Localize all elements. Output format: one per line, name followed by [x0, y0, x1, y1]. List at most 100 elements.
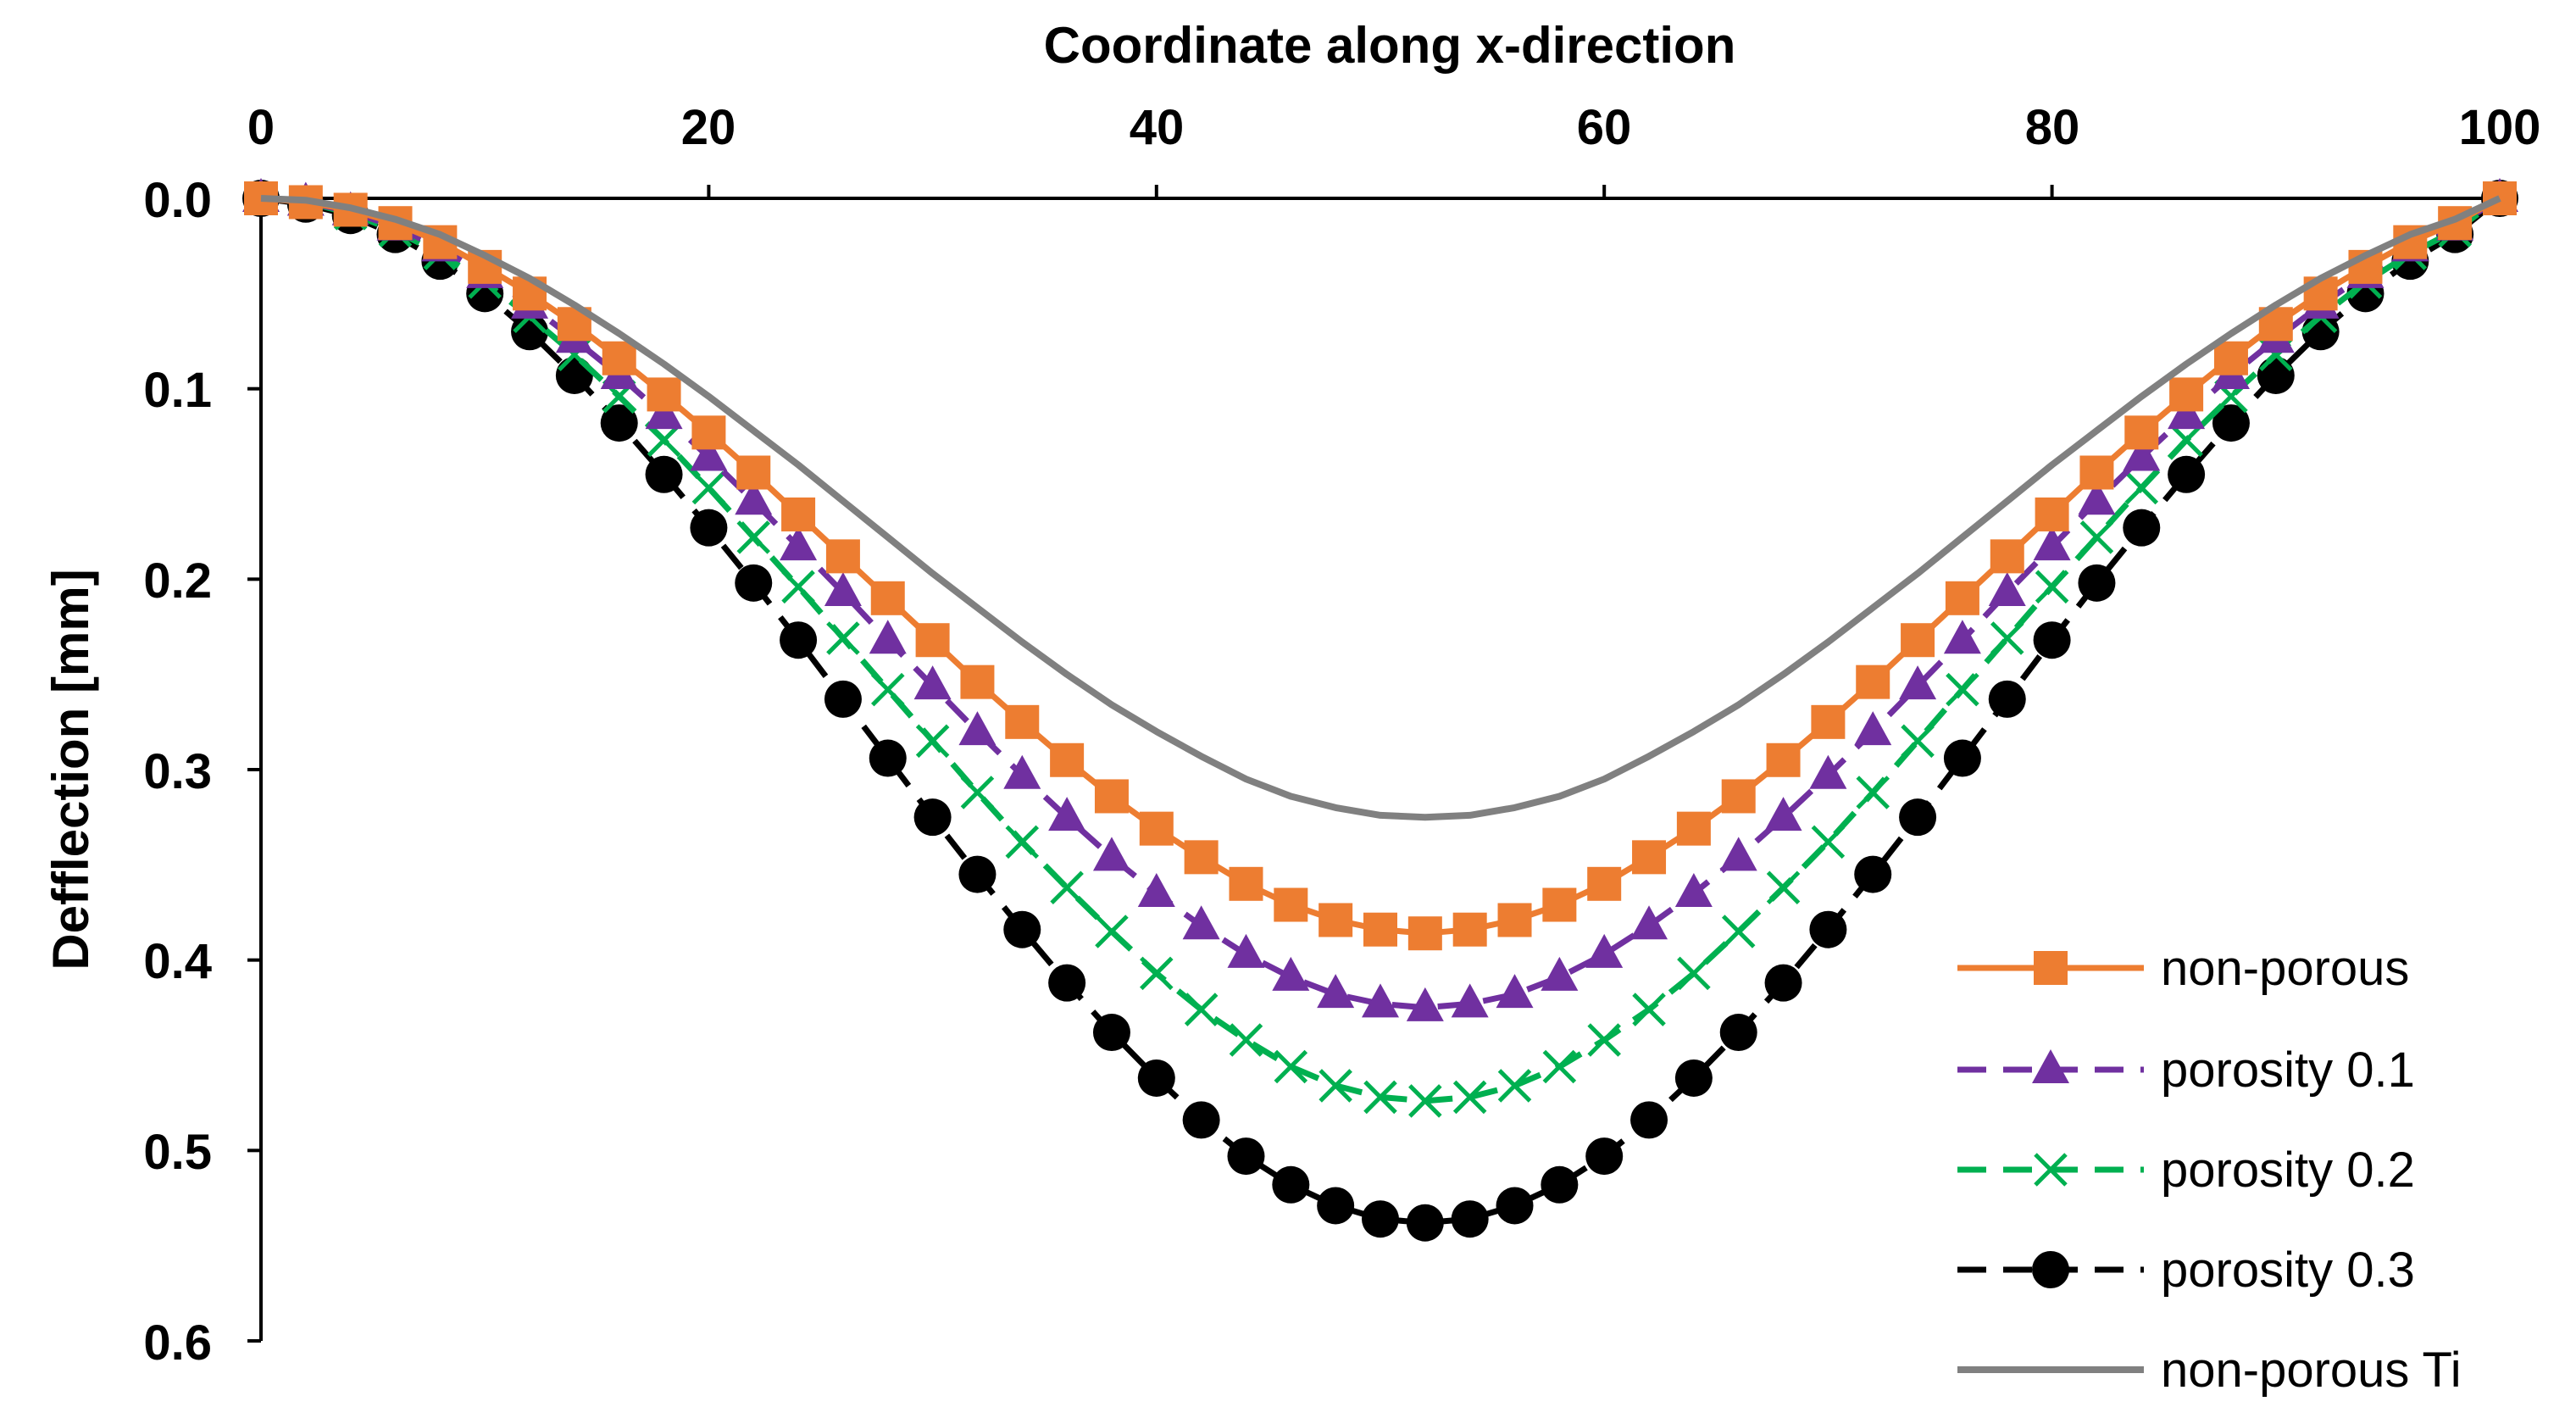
x-tick-marks: [259, 185, 2501, 198]
data-point: [602, 341, 636, 375]
data-point: [1319, 1069, 1352, 1103]
x-marker-stroke: [915, 724, 950, 759]
data-point: [1362, 1200, 1399, 1238]
x-marker-stroke: [1677, 956, 1711, 991]
data-point: [1585, 933, 1624, 968]
data-point: [2078, 481, 2116, 515]
data-point: [2035, 497, 2069, 531]
legend-item-non-porous-ti: non-porous Ti: [1957, 1343, 2462, 1398]
x-marker-stroke: [1497, 1069, 1532, 1103]
data-point: [691, 415, 726, 450]
data-point: [1988, 572, 2026, 607]
series-porosity-0-1: [242, 178, 2518, 1021]
legend-label: non-porous: [2161, 941, 2409, 996]
x-tick-label: 80: [2025, 100, 2080, 155]
x-marker-stroke: [1901, 724, 1935, 759]
data-point: [1005, 825, 1040, 859]
data-point: [736, 520, 771, 554]
data-point: [1764, 797, 1802, 831]
data-point: [915, 724, 950, 759]
data-point: [1541, 1165, 1579, 1204]
data-point: [2257, 356, 2295, 394]
series-layer: [242, 178, 2518, 1242]
x-tick-label: 20: [681, 100, 736, 155]
data-point: [1632, 993, 1666, 1026]
x-marker-stroke: [736, 520, 771, 554]
y-tick-labels: 0.0 0.1 0.2 0.3 0.4 0.5 0.6: [143, 173, 212, 1371]
data-point: [2124, 470, 2159, 505]
data-point: [1587, 1023, 1621, 1057]
data-point: [736, 455, 771, 490]
legend-marker: [2034, 1153, 2068, 1187]
data-point: [1003, 910, 1041, 948]
data-point: [869, 620, 907, 654]
data-point: [781, 570, 815, 604]
legend-marker: [2034, 951, 2068, 985]
data-point: [1901, 724, 1935, 759]
data-point: [1943, 620, 1981, 654]
x-marker-stroke: [1542, 1049, 1577, 1084]
data-point: [1854, 855, 1892, 893]
series-non-porous-ti: [260, 195, 2501, 821]
data-point: [2123, 437, 2161, 471]
data-point: [1182, 1101, 1220, 1139]
data-point: [780, 526, 818, 561]
data-point: [1719, 837, 1757, 871]
data-point: [960, 665, 995, 699]
legend-item-porosity-0-1: porosity 0.1: [1957, 1043, 2415, 1098]
data-point: [1229, 1023, 1263, 1057]
x-tick-label: 100: [2459, 100, 2541, 155]
data-point: [735, 481, 773, 515]
legend-label: non-porous Ti: [2161, 1343, 2462, 1398]
series-non-porous: [244, 181, 2517, 951]
x-marker-stroke: [1095, 915, 1129, 948]
data-point: [691, 470, 726, 505]
x-marker-stroke: [2079, 520, 2114, 554]
data-point: [1542, 1049, 1577, 1084]
data-point: [781, 497, 816, 531]
data-point: [825, 539, 860, 574]
data-point: [511, 313, 549, 351]
data-point: [2213, 341, 2248, 375]
legend-symbol: [1957, 951, 2144, 985]
data-point: [1184, 993, 1219, 1026]
x-tick-labels: 0 20 40 60 80 100: [247, 100, 2541, 155]
data-point: [780, 621, 818, 659]
data-point: [1497, 903, 1532, 937]
data-point: [1676, 811, 1711, 846]
data-point: [1137, 1059, 1175, 1097]
data-point: [1451, 983, 1489, 1018]
data-point: [1003, 754, 1041, 789]
data-point: [647, 423, 681, 458]
data-point: [1766, 742, 1801, 777]
legend-item-porosity-0-2: porosity 0.2: [1957, 1143, 2415, 1198]
data-point: [1946, 672, 1979, 707]
data-point: [2212, 404, 2250, 442]
plot-area: [242, 178, 2518, 1343]
legend-symbol: [1957, 1153, 2144, 1187]
data-point: [915, 623, 950, 658]
legend-item-non-porous: non-porous: [1957, 941, 2409, 996]
x-marker-stroke: [1587, 1023, 1621, 1057]
data-point: [1674, 1059, 1713, 1097]
data-point: [1094, 779, 1129, 814]
data-point: [647, 377, 681, 412]
data-point: [2123, 509, 2161, 547]
data-point: [1005, 704, 1040, 739]
data-point: [1229, 866, 1263, 901]
data-point: [2033, 526, 2071, 561]
data-point: [1362, 983, 1399, 1018]
x-marker-stroke: [1452, 1080, 1487, 1115]
x-marker-stroke: [781, 570, 815, 604]
y-tick-marks: [247, 197, 261, 1343]
data-point: [1407, 916, 1442, 951]
x-marker-stroke: [1721, 915, 1756, 948]
data-point: [1899, 798, 1937, 837]
x-marker-stroke: [1050, 870, 1084, 905]
x-marker-stroke: [870, 672, 905, 707]
x-marker-stroke: [1140, 956, 1174, 991]
data-point: [1272, 1165, 1310, 1204]
data-point: [1272, 956, 1310, 991]
data-point: [1856, 665, 1890, 699]
